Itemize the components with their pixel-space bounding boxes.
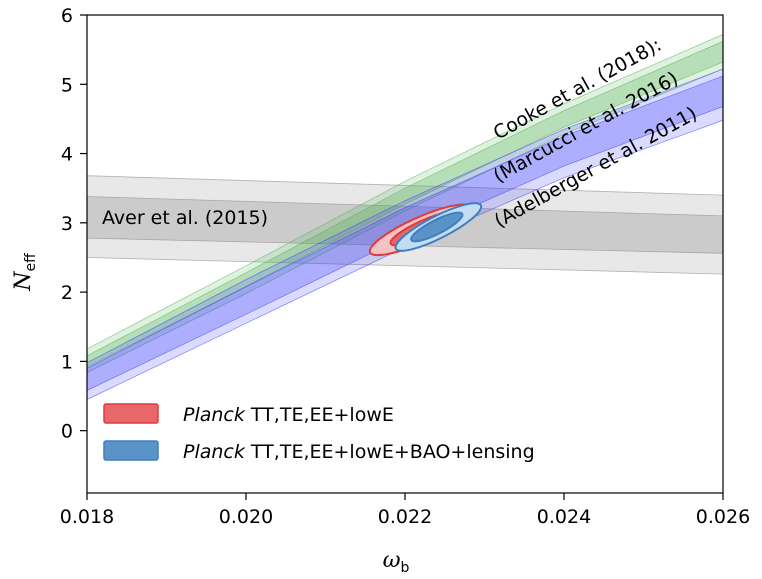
legend-swatch-planck-bao [103,440,159,461]
y-tick-label: 2 [61,282,73,304]
x-axis-label-main: ω [383,548,401,573]
band-marcucci-inner [87,40,723,368]
y-axis-label: Neff [11,253,39,292]
legend-entry-planck: Planck TT,TE,EE+lowE [183,404,394,426]
y-tick-label: 0 [61,421,73,443]
x-tick-label: 0.022 [378,506,432,528]
legend-italic-planck: Planck [183,404,246,426]
y-tick-label: 6 [61,5,73,27]
y-axis-label-sub: eff [23,253,39,272]
legend-entry-planck-bao: Planck TT,TE,EE+lowE+BAO+lensing [183,441,535,463]
x-tick-label: 0.018 [60,506,114,528]
legend: Planck TT,TE,EE+lowE Planck TT,TE,EE+low… [103,403,535,463]
y-tick-label: 4 [61,144,73,166]
x-tick-label: 0.020 [219,506,273,528]
legend-label-planck-bao: TT,TE,EE+lowE+BAO+lensing [245,441,535,463]
annotation-aver: Aver et al. (2015) [102,207,268,229]
x-tick-label: 0.026 [696,506,750,528]
contour-planck-bao-lensing-inner [410,211,464,243]
y-axis-label-main: N [11,271,36,292]
legend-label-planck: TT,TE,EE+lowE [245,404,394,426]
band-marcucci-outer [87,33,723,373]
contours-layer [368,202,483,257]
y-tick-label: 1 [61,351,73,373]
x-tick-label: 0.024 [537,506,591,528]
y-tick-label: 3 [61,213,73,235]
x-axis-label: ωb [383,548,410,576]
ticks-layer: 0.018 0.020 0.022 0.024 0.026 0 1 2 3 4 5 6 [60,5,750,528]
y-tick-label: 5 [61,74,73,96]
legend-swatch-planck [103,403,159,424]
x-axis-label-sub: b [401,560,410,576]
legend-italic-planck-bao: Planck [183,441,246,463]
